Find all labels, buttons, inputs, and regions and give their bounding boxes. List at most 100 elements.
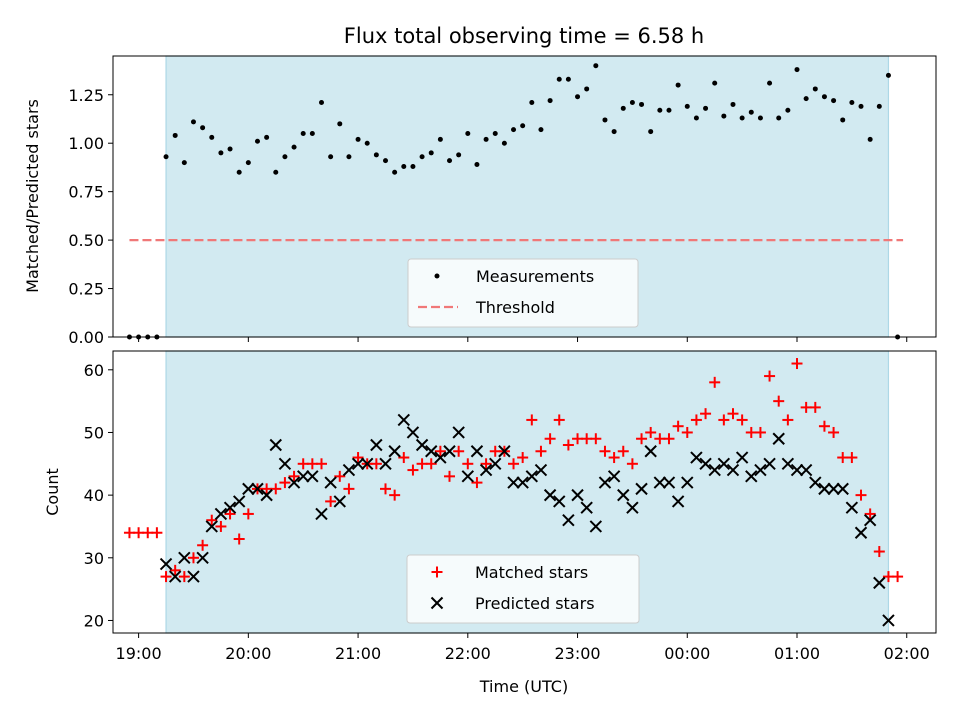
matched-point bbox=[846, 452, 858, 464]
cross-stroke bbox=[763, 457, 776, 471]
matched-point bbox=[864, 508, 876, 520]
cross-stroke bbox=[388, 445, 401, 458]
predicted-point bbox=[818, 482, 831, 496]
measurement-point bbox=[575, 94, 581, 100]
matched-point bbox=[187, 552, 199, 564]
matched-point bbox=[471, 477, 483, 489]
cross-stroke bbox=[836, 482, 849, 496]
measurement-point bbox=[410, 163, 416, 169]
predicted-point bbox=[315, 507, 328, 521]
matched-point bbox=[288, 470, 300, 482]
measurement-point bbox=[693, 115, 699, 121]
cross-stroke bbox=[260, 488, 273, 502]
legend-predicted-label: Predicted stars bbox=[475, 594, 595, 613]
measurement-point bbox=[437, 136, 443, 142]
top-ylabel: Matched/Predicted stars bbox=[23, 99, 42, 293]
matched-point bbox=[517, 452, 529, 464]
matched-point bbox=[160, 571, 172, 583]
matched-point bbox=[434, 445, 446, 457]
y-tick-label: 30 bbox=[84, 549, 104, 568]
matched-point bbox=[736, 414, 748, 426]
cross-stroke bbox=[863, 513, 877, 527]
measurement-point bbox=[785, 107, 791, 113]
cross-stroke bbox=[489, 457, 502, 471]
predicted-point bbox=[827, 482, 840, 496]
predicted-point bbox=[671, 495, 685, 508]
predicted-point bbox=[882, 614, 895, 627]
matched-point bbox=[645, 426, 657, 438]
cross-stroke bbox=[351, 457, 365, 471]
y-tick-label: 1.00 bbox=[68, 134, 104, 153]
measurement-point bbox=[501, 140, 507, 146]
bottom-legend: Matched stars Predicted stars bbox=[406, 554, 640, 624]
bottom-axes-frame bbox=[112, 350, 937, 634]
cross-stroke bbox=[662, 476, 676, 489]
measurement-point bbox=[181, 160, 187, 166]
measurement-point bbox=[840, 117, 846, 123]
cross-stroke bbox=[653, 476, 667, 489]
measurement-point bbox=[858, 103, 864, 109]
matched-point bbox=[636, 433, 648, 445]
predicted-point bbox=[287, 476, 301, 489]
cross-stroke bbox=[397, 413, 411, 427]
predicted-point bbox=[726, 463, 740, 477]
matched-point bbox=[197, 539, 209, 551]
predicted-point bbox=[735, 451, 749, 464]
predicted-point bbox=[617, 488, 630, 502]
measurement-point bbox=[629, 100, 635, 106]
predicted-point bbox=[598, 476, 612, 489]
predicted-point bbox=[351, 457, 365, 471]
y-tick-label: 60 bbox=[84, 361, 104, 380]
predicted-point bbox=[626, 501, 639, 514]
cross-stroke bbox=[699, 457, 712, 471]
predicted-point bbox=[242, 482, 255, 496]
cross-stroke bbox=[214, 507, 228, 521]
predicted-point bbox=[781, 457, 795, 471]
matched-point bbox=[828, 426, 840, 438]
y-tick-label: 20 bbox=[84, 611, 104, 630]
matched-point bbox=[206, 514, 218, 526]
measurement-point bbox=[236, 169, 242, 175]
measurement-point bbox=[300, 131, 306, 137]
legend-measurements-marker bbox=[434, 273, 440, 279]
legend-matched-label: Matched stars bbox=[475, 563, 588, 582]
predicted-point bbox=[580, 501, 593, 514]
measurement-point bbox=[264, 134, 270, 140]
measurement-point bbox=[447, 158, 453, 164]
predicted-point bbox=[168, 570, 182, 583]
measurement-point bbox=[730, 101, 736, 107]
matched-point bbox=[352, 452, 364, 464]
measurement-point bbox=[328, 154, 334, 160]
measurement-point bbox=[364, 140, 370, 146]
predicted-point bbox=[717, 457, 731, 471]
cross-stroke bbox=[178, 551, 191, 565]
predicted-point bbox=[562, 513, 575, 527]
matched-point bbox=[215, 520, 227, 532]
predicted-point bbox=[708, 463, 721, 477]
predicted-point bbox=[516, 476, 529, 489]
matched-point bbox=[818, 420, 830, 432]
predicted-point bbox=[379, 457, 392, 471]
cross-stroke bbox=[415, 438, 429, 452]
measurement-point bbox=[190, 119, 196, 125]
cross-stroke bbox=[470, 445, 484, 458]
predicted-point bbox=[534, 463, 548, 477]
measurement-point bbox=[245, 160, 251, 166]
cross-stroke bbox=[726, 463, 740, 477]
y-tick-label: 50 bbox=[84, 423, 104, 442]
cross-stroke bbox=[406, 426, 420, 439]
measurement-point bbox=[712, 80, 718, 86]
bottom-legend-box bbox=[406, 554, 640, 624]
y-tick-label: 0.50 bbox=[68, 231, 104, 250]
cross-stroke bbox=[671, 495, 685, 508]
matched-point bbox=[480, 458, 492, 470]
measurement-point bbox=[867, 136, 873, 142]
measurement-point bbox=[666, 107, 672, 113]
predicted-point bbox=[251, 482, 264, 496]
matched-point bbox=[462, 458, 474, 470]
cross-stroke bbox=[690, 451, 703, 464]
cross-stroke bbox=[562, 513, 575, 527]
measurement-point bbox=[273, 169, 279, 175]
matched-point bbox=[526, 414, 538, 426]
measurement-point bbox=[821, 94, 827, 100]
